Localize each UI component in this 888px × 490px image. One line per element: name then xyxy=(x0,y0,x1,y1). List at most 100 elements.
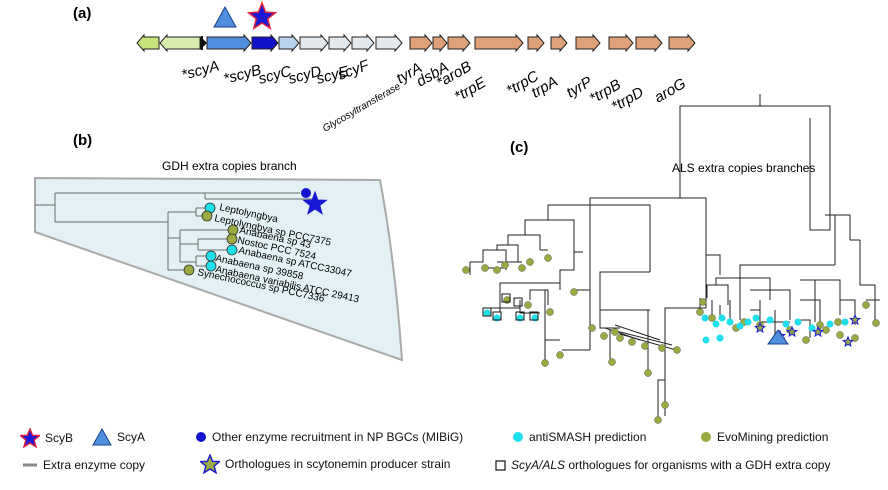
antismash-dot xyxy=(744,318,752,326)
antismash-dot xyxy=(766,316,774,324)
gene-arrow xyxy=(375,33,403,53)
antismash-dot xyxy=(226,244,238,256)
gene-arrow xyxy=(159,33,201,53)
gene-arrow xyxy=(206,33,252,53)
evomining-dot xyxy=(673,346,681,354)
gene-label: scyF xyxy=(336,57,372,84)
evomining-dot xyxy=(851,334,859,342)
antismash-dot xyxy=(483,309,491,317)
gene-label: *scyA xyxy=(180,58,221,84)
recruitment-dot xyxy=(301,188,311,198)
evomining-dot xyxy=(661,401,669,409)
evomining-dot xyxy=(616,334,624,342)
evomining-dot xyxy=(600,332,608,340)
evomining-dot xyxy=(518,264,526,272)
evomining-dot xyxy=(611,328,619,336)
evomining-dot xyxy=(546,308,554,316)
gene-arrow xyxy=(474,33,524,53)
evomining-dot xyxy=(541,359,549,367)
gene-label: aroG xyxy=(652,75,690,107)
legend-scya-als: ScyA/ALS orthologues for organisms with … xyxy=(495,458,830,472)
olive-dot-icon xyxy=(701,432,711,442)
evomining-dot xyxy=(628,338,636,346)
gene-arrow xyxy=(299,33,329,53)
antismash-dot xyxy=(701,314,709,322)
gene-arrow xyxy=(409,33,433,53)
orthologue-star xyxy=(753,321,767,334)
orthologue-square xyxy=(482,307,492,317)
gene-arrow xyxy=(447,33,471,53)
evomining-dot xyxy=(556,351,564,359)
scya-marker-triangle xyxy=(213,5,237,28)
square-icon xyxy=(495,459,506,471)
orthologue-square xyxy=(492,311,502,321)
legend-orthologues-label: Orthologues in scytonemin producer strai… xyxy=(225,457,451,471)
orthologue-star xyxy=(841,335,855,348)
evomining-dot xyxy=(834,318,842,326)
evomining-dot xyxy=(644,369,652,377)
als-markers xyxy=(462,254,880,424)
legend-scyb: ScyB xyxy=(20,428,73,448)
legend-evomining-label: EvoMining prediction xyxy=(717,430,829,444)
antismash-dot xyxy=(794,318,802,326)
antismash-dot xyxy=(718,314,726,322)
evomining-dot xyxy=(802,336,810,344)
antismash-dot xyxy=(712,320,720,328)
evomining-dot xyxy=(226,233,238,245)
panel-c-label: (c) xyxy=(510,139,528,156)
orthologue-star xyxy=(811,325,825,338)
panel-c-title: ALS extra copies branches xyxy=(672,161,815,175)
legend-scya: ScyA xyxy=(92,428,145,446)
orthologue-square xyxy=(515,311,525,321)
legend-recruitment-label: Other enzyme recruitment in NP BGCs (MIB… xyxy=(212,430,464,444)
scyb-star xyxy=(302,190,328,215)
antismash-dot xyxy=(736,322,744,330)
legend-orthologues: Orthologues in scytonemin producer strai… xyxy=(200,454,450,474)
gene-arrow xyxy=(251,33,279,53)
evomining-dot xyxy=(570,288,578,296)
antismash-dot xyxy=(808,324,816,332)
legend-scya-als-prefix: ScyA/ALS xyxy=(511,458,566,472)
scyb-marker-star xyxy=(246,0,278,30)
antismash-dot xyxy=(841,318,849,326)
evomining-dot xyxy=(641,342,649,350)
panel-a-label: (a) xyxy=(73,5,91,22)
evomining-dot xyxy=(822,326,830,334)
orthologue-star xyxy=(785,325,799,338)
evomining-dot xyxy=(462,266,470,274)
antismash-dot xyxy=(702,336,710,344)
gene-arrow xyxy=(668,33,696,53)
blue-dot-icon xyxy=(196,432,206,442)
evomining-dot xyxy=(658,344,666,352)
evomining-dot xyxy=(183,264,195,276)
legend: ScyB ScyA Other enzyme recruitment in NP… xyxy=(0,428,888,490)
evomining-dot xyxy=(588,324,596,332)
legend-extra-copy: Extra enzyme copy xyxy=(22,458,145,472)
legend-antismash: antiSMASH prediction xyxy=(512,430,646,444)
cyan-dot-icon xyxy=(513,432,523,442)
evomining-dot xyxy=(544,254,552,262)
olive-star-icon xyxy=(200,454,220,474)
orthologue-star xyxy=(848,313,862,326)
legend-evomining: EvoMining prediction xyxy=(700,430,828,444)
legend-scya-als-suffix: orthologues for organisms with a GDH ext… xyxy=(565,458,831,472)
panel-b-background xyxy=(34,176,404,362)
evomining-dot xyxy=(201,210,213,222)
antismash-dot xyxy=(826,320,834,328)
legend-scya-als-label: ScyA/ALS orthologues for organisms with … xyxy=(511,458,830,472)
antismash-dot xyxy=(726,318,734,326)
legend-antismash-label: antiSMASH prediction xyxy=(529,430,647,444)
antismash-dot xyxy=(205,260,217,272)
gene-arrow xyxy=(351,33,375,53)
gene-arrow xyxy=(635,33,663,53)
evomining-dot xyxy=(699,298,707,306)
gene-arrow xyxy=(432,33,448,53)
panel-b-label: (b) xyxy=(73,132,92,149)
gene-arrow xyxy=(550,33,568,53)
gene-label: Glycosyltransferase xyxy=(321,81,403,135)
als-tree xyxy=(469,94,880,420)
evomining-dot xyxy=(501,261,509,269)
gene-arrow xyxy=(136,33,160,53)
evomining-dot xyxy=(862,301,870,309)
gene-arrow xyxy=(278,33,300,53)
